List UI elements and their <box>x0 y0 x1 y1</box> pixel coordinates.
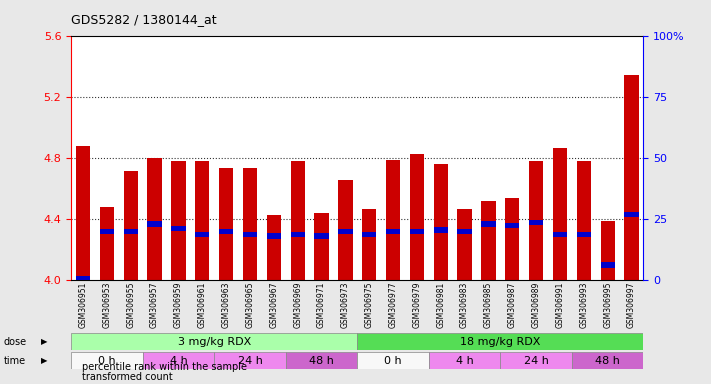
Text: GSM306975: GSM306975 <box>365 281 374 328</box>
Bar <box>124 229 138 234</box>
Bar <box>314 233 328 239</box>
Text: GSM306989: GSM306989 <box>532 281 540 328</box>
Bar <box>147 159 161 280</box>
Bar <box>601 262 615 268</box>
Text: GSM306963: GSM306963 <box>222 281 230 328</box>
Bar <box>286 353 358 369</box>
Bar <box>434 227 448 233</box>
Text: GSM306977: GSM306977 <box>388 281 397 328</box>
Bar <box>243 232 257 237</box>
Text: 24 h: 24 h <box>237 356 262 366</box>
Text: GSM306951: GSM306951 <box>78 281 87 328</box>
Text: GSM306961: GSM306961 <box>198 281 207 328</box>
Text: 3 mg/kg RDX: 3 mg/kg RDX <box>178 336 251 347</box>
Bar <box>147 221 161 227</box>
Text: 0 h: 0 h <box>98 356 116 366</box>
Bar <box>362 232 376 237</box>
Text: GSM306981: GSM306981 <box>437 281 445 328</box>
Bar <box>358 333 643 350</box>
Bar <box>553 232 567 237</box>
Text: 48 h: 48 h <box>309 356 334 366</box>
Text: 24 h: 24 h <box>524 356 549 366</box>
Text: percentile rank within the sample: percentile rank within the sample <box>82 362 247 372</box>
Text: time: time <box>4 356 26 366</box>
Bar <box>171 226 186 231</box>
Bar <box>267 233 281 239</box>
Bar <box>553 148 567 280</box>
Bar <box>624 212 638 217</box>
Bar <box>76 146 90 280</box>
Text: GSM306979: GSM306979 <box>412 281 422 328</box>
Text: 18 mg/kg RDX: 18 mg/kg RDX <box>460 336 540 347</box>
Text: 4 h: 4 h <box>169 356 187 366</box>
Bar <box>362 209 376 280</box>
Bar <box>291 161 305 280</box>
Bar <box>100 207 114 280</box>
Text: GSM306959: GSM306959 <box>174 281 183 328</box>
Text: 0 h: 0 h <box>384 356 402 366</box>
Text: GSM306997: GSM306997 <box>627 281 636 328</box>
Bar <box>219 229 233 234</box>
Text: GSM306967: GSM306967 <box>269 281 278 328</box>
Bar <box>124 170 138 280</box>
Bar <box>243 167 257 280</box>
Bar <box>219 167 233 280</box>
Text: GSM306973: GSM306973 <box>341 281 350 328</box>
Bar <box>529 220 543 225</box>
Bar <box>386 229 400 234</box>
Bar <box>314 213 328 280</box>
Text: GSM306969: GSM306969 <box>293 281 302 328</box>
Text: transformed count: transformed count <box>82 372 173 382</box>
Bar <box>267 215 281 280</box>
Text: GSM306991: GSM306991 <box>555 281 565 328</box>
Bar <box>505 198 520 280</box>
Bar <box>358 353 429 369</box>
Text: GDS5282 / 1380144_at: GDS5282 / 1380144_at <box>71 13 217 26</box>
Bar <box>505 223 520 228</box>
Bar <box>171 161 186 280</box>
Bar <box>291 232 305 237</box>
Bar <box>195 161 210 280</box>
Text: GSM306983: GSM306983 <box>460 281 469 328</box>
Bar <box>429 353 501 369</box>
Text: GSM306985: GSM306985 <box>484 281 493 328</box>
Text: GSM306987: GSM306987 <box>508 281 517 328</box>
Text: GSM306953: GSM306953 <box>102 281 112 328</box>
Bar <box>71 333 358 350</box>
Bar <box>572 353 643 369</box>
Bar <box>577 161 591 280</box>
Bar <box>529 161 543 280</box>
Text: GSM306993: GSM306993 <box>579 281 588 328</box>
Bar <box>434 164 448 280</box>
Bar <box>143 353 214 369</box>
Text: dose: dose <box>4 336 27 347</box>
Bar <box>481 221 496 227</box>
Bar <box>338 180 353 280</box>
Bar <box>481 201 496 280</box>
Text: ▶: ▶ <box>41 337 48 346</box>
Text: GSM306965: GSM306965 <box>245 281 255 328</box>
Bar <box>338 229 353 234</box>
Text: GSM306971: GSM306971 <box>317 281 326 328</box>
Text: 48 h: 48 h <box>595 356 620 366</box>
Bar <box>457 229 472 234</box>
Bar <box>410 154 424 280</box>
Text: 4 h: 4 h <box>456 356 474 366</box>
Text: ▶: ▶ <box>41 356 48 365</box>
Bar <box>624 74 638 280</box>
Bar <box>76 276 90 281</box>
Text: GSM306957: GSM306957 <box>150 281 159 328</box>
Text: GSM306995: GSM306995 <box>603 281 612 328</box>
Text: GSM306955: GSM306955 <box>127 281 135 328</box>
Bar <box>601 221 615 280</box>
Bar <box>214 353 286 369</box>
Bar <box>100 229 114 234</box>
Bar <box>195 232 210 237</box>
Bar <box>410 229 424 234</box>
Bar <box>386 160 400 280</box>
Bar <box>71 353 143 369</box>
Bar <box>577 232 591 237</box>
Bar <box>501 353 572 369</box>
Bar <box>457 209 472 280</box>
